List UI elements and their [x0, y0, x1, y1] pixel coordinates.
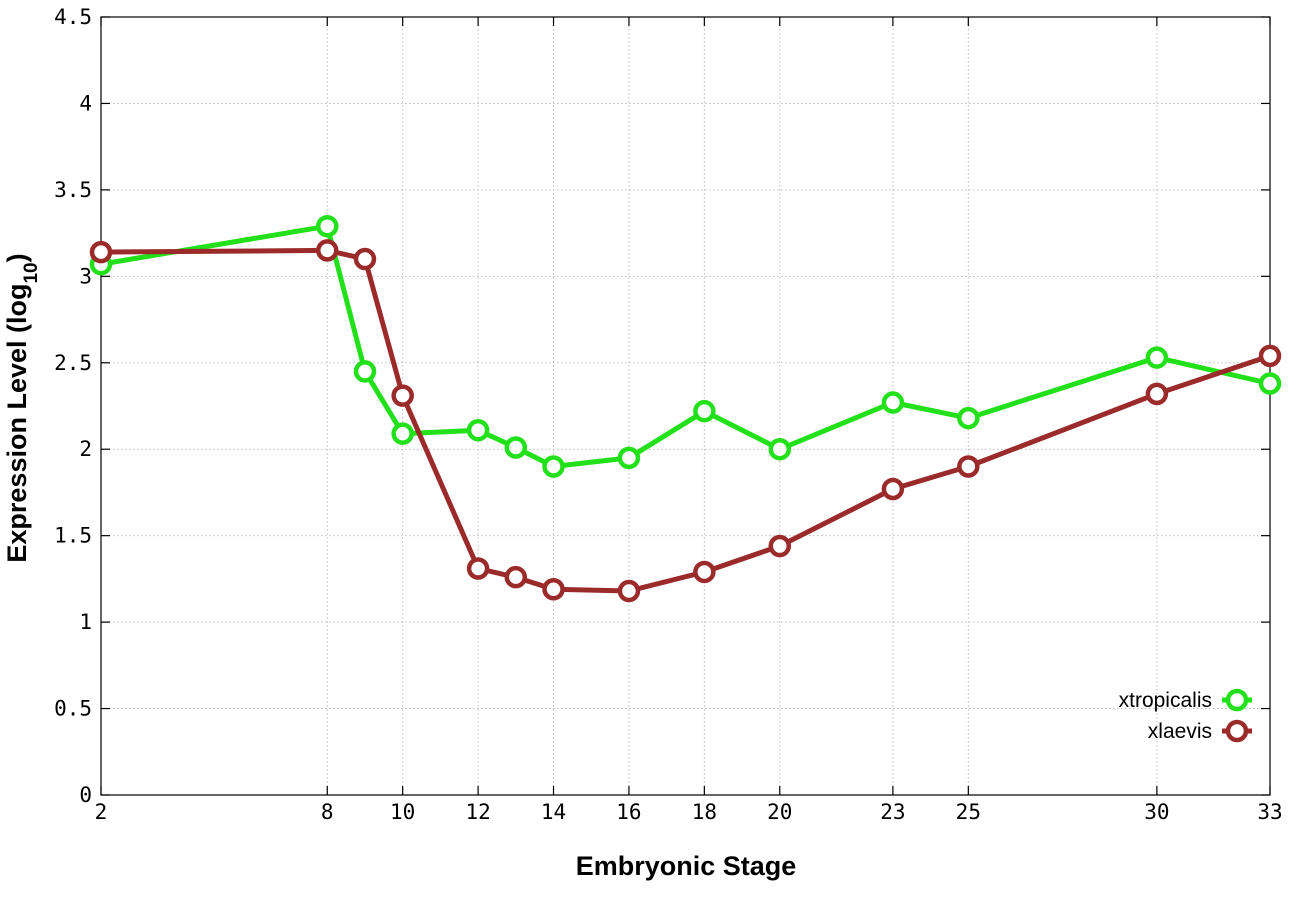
x-axis-title: Embryonic Stage [576, 851, 797, 881]
data-point-xlaevis [1258, 344, 1282, 368]
data-point-xtropicalis [466, 418, 490, 442]
y-tick-label: 0.5 [54, 697, 92, 721]
x-tick-label: 18 [692, 800, 717, 824]
y-tick-label: 2 [79, 437, 92, 461]
legend-entry-xtropicalis: xtropicalis [1119, 688, 1252, 712]
data-point-xlaevis [504, 565, 528, 589]
axis-ticks [100, 16, 1271, 796]
data-point-xlaevis [1145, 382, 1169, 406]
x-tick-label: 16 [616, 800, 641, 824]
data-point-xlaevis [466, 557, 490, 580]
legend-entry-xlaevis: xlaevis [1148, 719, 1252, 743]
data-point-xlaevis [391, 384, 414, 407]
y-axis-title-main: Expression Level (log [2, 284, 32, 563]
series-layer [89, 214, 1282, 603]
data-point-xtropicalis [881, 391, 905, 414]
data-point-xtropicalis [542, 455, 565, 478]
series-line-xtropicalis [98, 223, 1273, 469]
series-line-xlaevis [98, 247, 1273, 594]
x-tick-label: 33 [1257, 800, 1282, 824]
data-point-xtropicalis [1145, 346, 1169, 369]
legend-marker [1225, 688, 1249, 712]
data-point-xlaevis [693, 560, 716, 584]
data-point-xtropicalis [1258, 372, 1282, 395]
series-xlaevis [89, 239, 1282, 603]
y-tick-label: 2.5 [54, 351, 92, 375]
data-point-xtropicalis [768, 437, 792, 461]
y-axis-title-subscript: 10 [21, 262, 42, 283]
x-tick-label: 23 [880, 800, 905, 824]
legend-marker [1225, 719, 1249, 743]
grid-lines [101, 17, 1270, 795]
x-tick-label: 25 [956, 800, 981, 824]
y-tick-label: 4 [79, 91, 92, 115]
y-tick-label: 1 [79, 610, 92, 634]
y-axis-title: Expression Level (log10) [2, 253, 42, 562]
legend-label: xtropicalis [1119, 689, 1212, 712]
data-point-xtropicalis [316, 214, 339, 238]
data-point-xlaevis [89, 240, 113, 264]
y-tick-label: 4.5 [54, 5, 92, 29]
legend-label: xlaevis [1148, 720, 1212, 743]
x-tick-label: 14 [541, 800, 566, 824]
y-axis-title-close: ) [2, 253, 32, 262]
data-point-xtropicalis [617, 446, 641, 470]
plot-frame [100, 16, 1271, 796]
y-tick-label: 3.5 [54, 178, 92, 202]
data-point-xlaevis [957, 455, 980, 478]
x-tick-label: 8 [321, 800, 334, 824]
data-point-xtropicalis [504, 436, 528, 459]
x-tick-label: 10 [390, 800, 415, 824]
series-xtropicalis [89, 214, 1282, 478]
tick-labels: 0 0.5 1 1.5 2 2.5 3 3.5 4 4.5 2 8 10 12 14 16 18 20 23 25 30… [54, 5, 1283, 824]
x-tick-label: 30 [1144, 800, 1169, 824]
legend: xtropicalis xlaevis [1119, 688, 1252, 743]
x-tick-label: 20 [767, 800, 792, 824]
y-tick-label: 3 [79, 264, 92, 288]
x-tick-label: 12 [465, 800, 490, 824]
data-point-xlaevis [316, 239, 339, 262]
data-point-xtropicalis [353, 360, 377, 383]
data-point-xtropicalis [693, 399, 716, 423]
data-point-xlaevis [617, 579, 641, 603]
data-point-xlaevis [353, 247, 377, 271]
y-tick-label: 1.5 [54, 524, 92, 548]
data-point-xtropicalis [391, 422, 414, 445]
data-point-xlaevis [542, 578, 565, 601]
data-point-xlaevis [768, 534, 792, 558]
x-tick-label: 2 [95, 800, 108, 824]
y-tick-label: 0 [79, 783, 92, 807]
data-point-xlaevis [881, 477, 905, 501]
data-point-xtropicalis [957, 406, 980, 430]
